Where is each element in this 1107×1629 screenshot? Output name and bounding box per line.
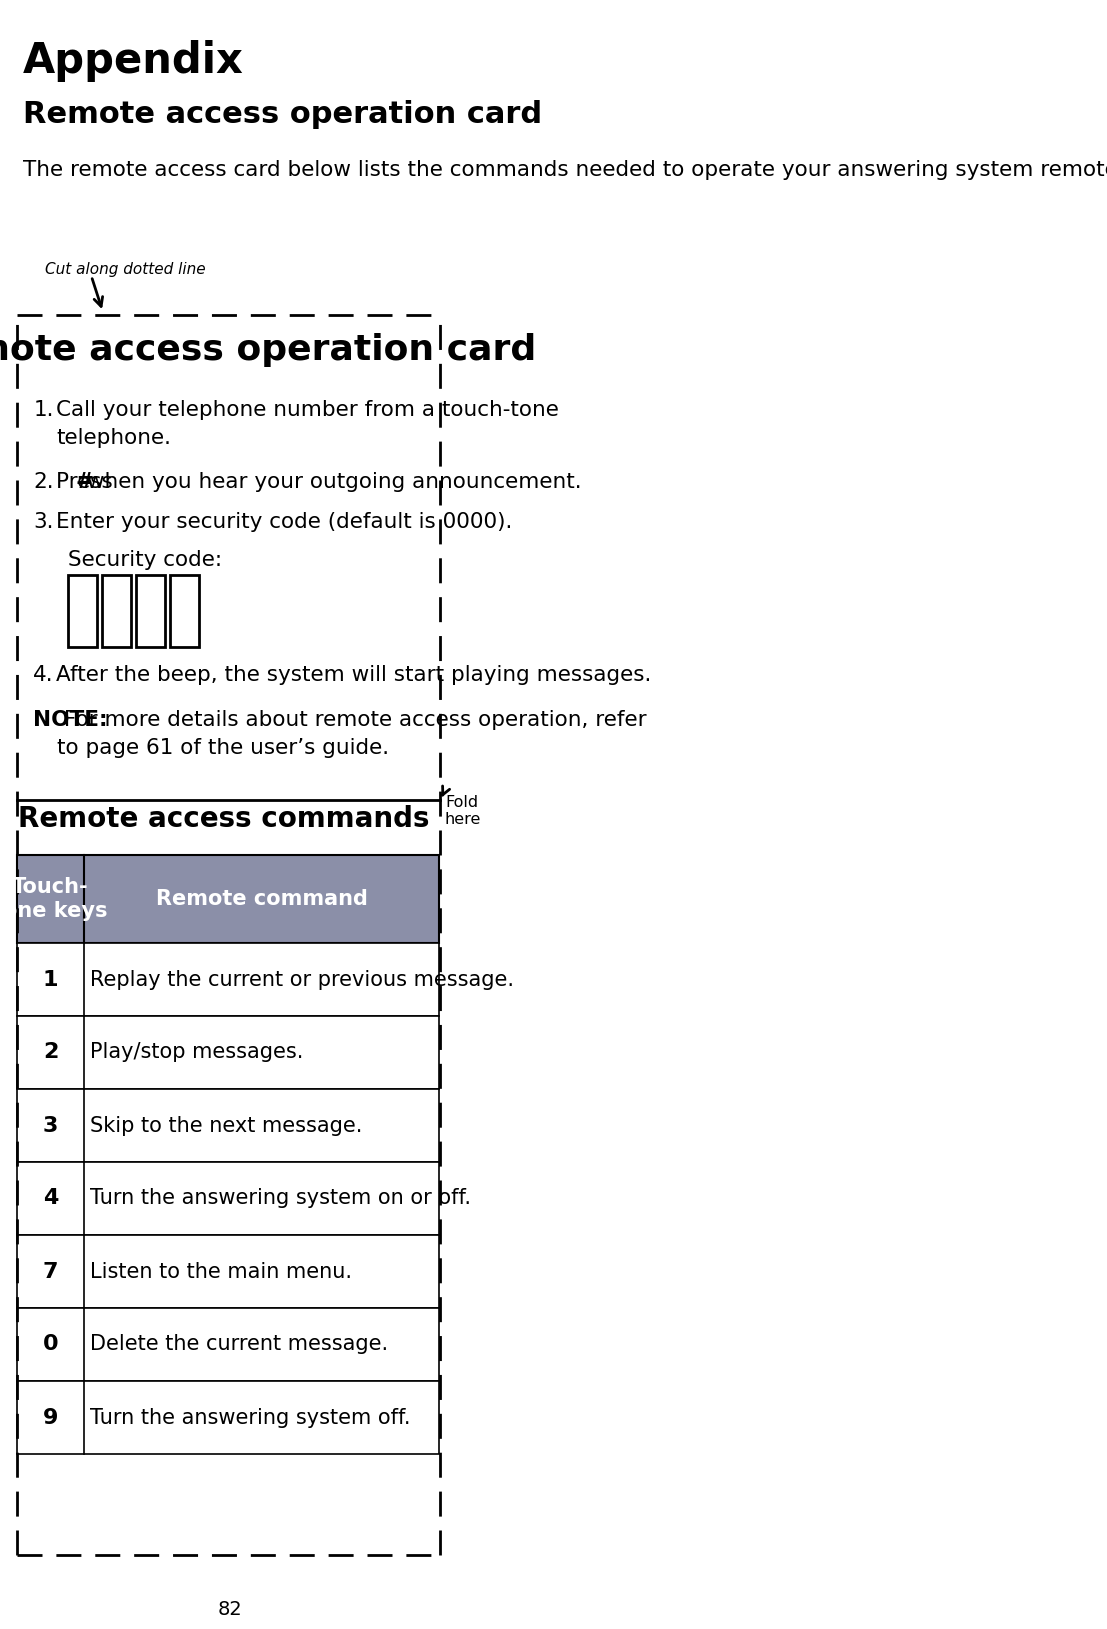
Text: when you hear your outgoing announcement.: when you hear your outgoing announcement… <box>80 472 581 492</box>
Bar <box>18 1161 439 1235</box>
Bar <box>136 575 165 647</box>
Bar <box>18 1381 439 1455</box>
Text: Cut along dotted line: Cut along dotted line <box>44 262 206 277</box>
Text: 3: 3 <box>43 1116 59 1135</box>
Bar <box>18 1016 439 1090</box>
Text: 3.: 3. <box>33 512 54 533</box>
Text: Turn the answering system off.: Turn the answering system off. <box>91 1407 411 1427</box>
Text: The remote access card below lists the commands needed to operate your answering: The remote access card below lists the c… <box>23 160 1107 179</box>
Text: Security code:: Security code: <box>68 551 221 570</box>
Text: Press: Press <box>56 472 120 492</box>
Text: Touch-
tone keys: Touch- tone keys <box>0 876 107 922</box>
Text: Enter your security code (default is 0000).: Enter your security code (default is 000… <box>56 512 513 533</box>
Text: Replay the current or previous message.: Replay the current or previous message. <box>91 969 515 989</box>
Text: 0: 0 <box>43 1334 59 1354</box>
Text: 1.: 1. <box>33 401 54 420</box>
Text: 1: 1 <box>43 969 59 989</box>
Text: Turn the answering system on or off.: Turn the answering system on or off. <box>91 1189 472 1209</box>
Text: After the beep, the system will start playing messages.: After the beep, the system will start pl… <box>56 665 651 686</box>
Text: Listen to the main menu.: Listen to the main menu. <box>91 1261 352 1282</box>
Text: Delete the current message.: Delete the current message. <box>91 1334 389 1354</box>
Bar <box>18 1090 439 1161</box>
Text: Play/stop messages.: Play/stop messages. <box>91 1043 303 1062</box>
Bar <box>18 943 439 1016</box>
Bar <box>102 575 131 647</box>
Text: Remote access operation card: Remote access operation card <box>0 332 537 367</box>
Text: For more details about remote access operation, refer
to page 61 of the user’s g: For more details about remote access ope… <box>58 710 646 757</box>
Text: 9: 9 <box>43 1407 59 1427</box>
Text: Remote access commands: Remote access commands <box>18 805 430 832</box>
Bar <box>18 1235 439 1308</box>
Text: #: # <box>75 472 93 492</box>
Text: 2.: 2. <box>33 472 54 492</box>
Bar <box>18 855 439 943</box>
Text: Call your telephone number from a touch-tone
telephone.: Call your telephone number from a touch-… <box>56 401 559 448</box>
Text: Fold
here: Fold here <box>445 795 482 828</box>
Text: Remote access operation card: Remote access operation card <box>23 99 542 129</box>
Bar <box>18 1308 439 1381</box>
Text: NOTE:: NOTE: <box>33 710 107 730</box>
Bar <box>68 575 96 647</box>
Text: Appendix: Appendix <box>23 41 244 81</box>
Text: 4: 4 <box>43 1189 59 1209</box>
Text: 82: 82 <box>217 1600 242 1619</box>
Bar <box>169 575 199 647</box>
Text: Remote command: Remote command <box>155 889 368 909</box>
Text: 4.: 4. <box>33 665 54 686</box>
Text: Skip to the next message.: Skip to the next message. <box>91 1116 363 1135</box>
Text: 7: 7 <box>43 1261 59 1282</box>
Text: 2: 2 <box>43 1043 59 1062</box>
